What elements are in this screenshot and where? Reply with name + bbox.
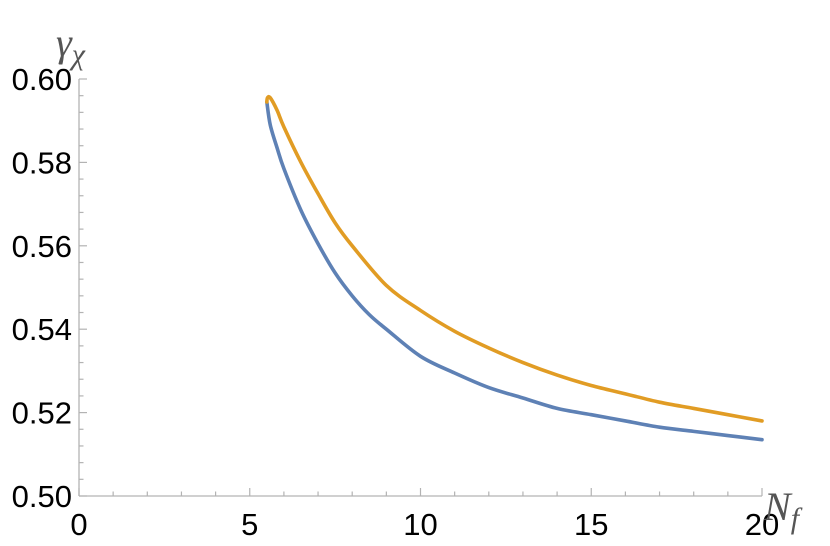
y-tick-label: 0.60: [12, 62, 72, 97]
y-ticks: 0.50 0.52 0.54 0.56 0.58 0.60: [12, 62, 87, 514]
y-tick-label: 0.52: [12, 396, 72, 431]
series-line-2: [265, 94, 764, 423]
y-axis-title-main: γ: [56, 20, 73, 65]
y-axis-title-sub: χ: [69, 38, 86, 71]
x-tick-label: 5: [241, 507, 258, 542]
x-axis-title: Nf: [763, 484, 803, 535]
x-tick-label: 15: [574, 507, 608, 542]
series-layer: [265, 94, 764, 442]
y-tick-label: 0.54: [12, 312, 72, 347]
x-tick-label: 0: [70, 507, 87, 542]
y-axis-title: γχ: [56, 20, 86, 71]
x-ticks: 0 5 10 15 20: [70, 488, 779, 542]
y-tick-label: 0.56: [12, 229, 72, 264]
y-tick-label: 0.58: [12, 145, 72, 180]
axes: 0 5 10 15 20 0.50 0.52 0.54 0.56 0.58 0.60: [12, 62, 780, 542]
y-tick-label: 0.50: [12, 479, 72, 514]
x-tick-label: 20: [745, 507, 779, 542]
x-tick-label: 10: [403, 507, 437, 542]
series-line-1: [265, 100, 764, 442]
x-axis-title-sub: f: [791, 502, 803, 535]
x-axis-title-main: N: [763, 484, 793, 529]
